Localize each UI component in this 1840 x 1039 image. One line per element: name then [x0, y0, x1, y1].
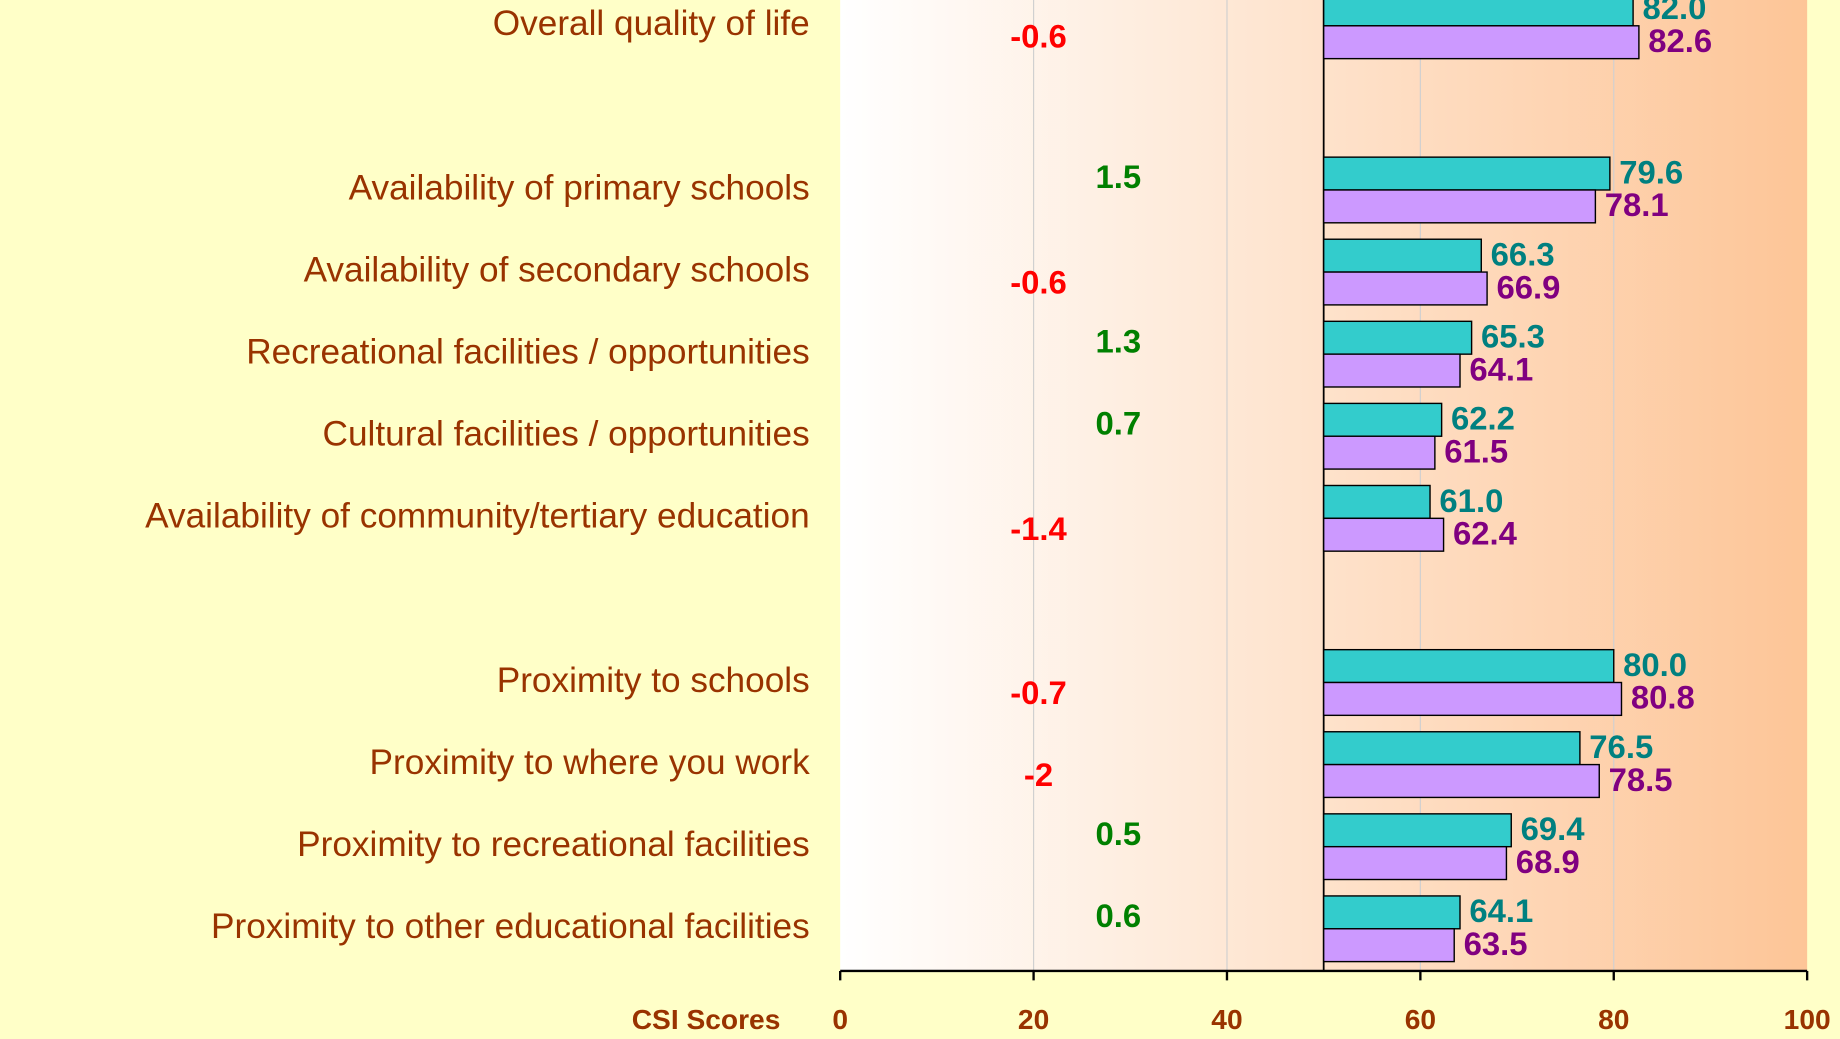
category-label: Cultural facilities / opportunities — [323, 415, 810, 454]
category-label: Proximity to schools — [497, 661, 810, 700]
difference-label: 0.6 — [1095, 897, 1141, 934]
value-label: 63.5 — [1464, 925, 1528, 962]
x-axis-label: CSI Scores — [632, 1004, 781, 1035]
x-tick-label: 20 — [1018, 1004, 1049, 1035]
bar — [1322, 648, 1615, 684]
value-label: 80.8 — [1631, 679, 1695, 716]
difference-label: -2 — [1024, 756, 1053, 793]
bar — [1322, 763, 1600, 799]
difference-label: -1.4 — [1010, 510, 1067, 547]
bar — [1322, 435, 1436, 470]
bar — [1322, 320, 1473, 355]
bar — [1322, 189, 1597, 224]
value-label: 82.6 — [1648, 22, 1712, 59]
category-label: Availability of primary schools — [349, 168, 810, 207]
category-label: Proximity to other educational facilitie… — [211, 907, 810, 946]
value-label: 64.1 — [1469, 892, 1533, 929]
bar — [1322, 813, 1512, 848]
bar — [1322, 928, 1455, 963]
category-label: Recreational facilities / opportunities — [246, 332, 809, 371]
value-label: 66.9 — [1496, 268, 1560, 305]
category-label: Availability of community/tertiary educa… — [145, 497, 810, 536]
value-label: 76.5 — [1589, 728, 1653, 765]
value-label: 65.3 — [1481, 318, 1545, 355]
value-label: 66.3 — [1491, 235, 1555, 272]
x-tick-label: 80 — [1598, 1004, 1629, 1035]
value-label: 78.1 — [1605, 186, 1669, 223]
value-label: 61.0 — [1439, 482, 1503, 519]
bar — [1322, 402, 1443, 437]
bar — [1322, 484, 1431, 520]
bar — [1322, 271, 1488, 306]
category-label: Proximity to recreational facilities — [297, 825, 810, 864]
bar — [1322, 681, 1623, 717]
bar — [1322, 238, 1482, 273]
difference-label: 0.5 — [1095, 815, 1141, 852]
value-label: 78.5 — [1609, 761, 1673, 798]
x-tick-label: 100 — [1784, 1004, 1831, 1035]
bar — [1322, 353, 1461, 388]
value-label: 61.5 — [1444, 433, 1508, 470]
category-label: Availability of secondary schools — [304, 250, 810, 289]
bar — [1322, 731, 1581, 766]
difference-label: -0.7 — [1010, 674, 1067, 711]
x-tick-label: 40 — [1211, 1004, 1242, 1035]
difference-label: 0.7 — [1095, 404, 1141, 441]
value-label: 79.6 — [1619, 153, 1683, 190]
value-label: 80.0 — [1623, 646, 1687, 683]
x-tick-label: 60 — [1405, 1004, 1436, 1035]
value-label: 68.9 — [1516, 843, 1580, 880]
value-label: 82.0 — [1642, 0, 1706, 26]
bar — [1322, 156, 1611, 191]
bar — [1322, 25, 1640, 60]
value-label: 64.1 — [1469, 350, 1533, 387]
difference-label: 1.5 — [1095, 158, 1141, 195]
value-label: 69.4 — [1521, 810, 1586, 847]
bar — [1322, 0, 1634, 27]
bar — [1322, 517, 1445, 552]
category-label: Proximity to where you work — [370, 743, 811, 782]
value-label: 62.4 — [1453, 515, 1518, 552]
difference-label: -0.6 — [1010, 264, 1067, 301]
value-label: 62.2 — [1451, 400, 1515, 437]
difference-label: 1.3 — [1095, 322, 1141, 359]
category-label: Overall quality of life — [493, 4, 810, 43]
bar — [1322, 895, 1461, 930]
difference-label: -0.6 — [1010, 17, 1067, 54]
x-tick-label: 0 — [832, 1004, 848, 1035]
bar — [1322, 845, 1508, 881]
